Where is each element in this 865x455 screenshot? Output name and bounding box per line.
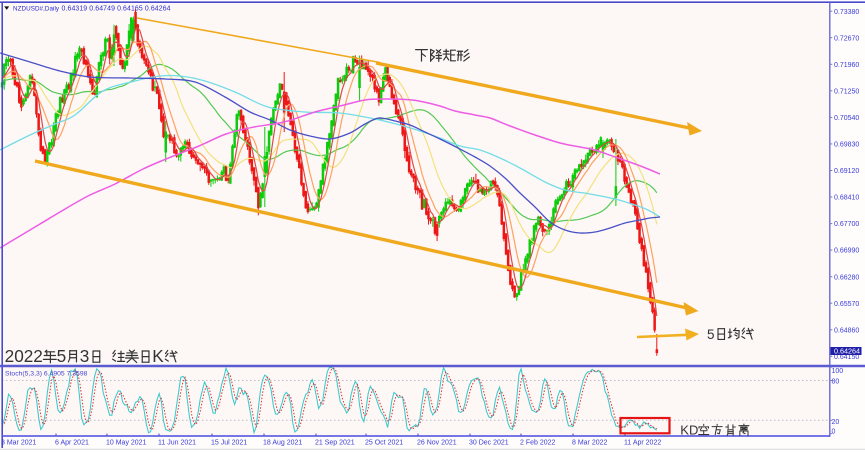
svg-text:5: 5: [57, 346, 67, 366]
svg-text:100: 100: [832, 368, 844, 375]
svg-text:0.73380: 0.73380: [834, 9, 859, 16]
svg-text:11 Jun 2021: 11 Jun 2021: [158, 440, 196, 447]
svg-text:2 Feb 2022: 2 Feb 2022: [520, 440, 556, 447]
svg-text:0.64150: 0.64150: [834, 354, 859, 361]
svg-text:0.69120: 0.69120: [834, 168, 859, 175]
svg-text:8 Mar 2022: 8 Mar 2022: [572, 440, 608, 447]
svg-text:0.72670: 0.72670: [834, 35, 859, 42]
svg-text:Stoch(5,3,3) 6.4905 7.3598: Stoch(5,3,3) 6.4905 7.3598: [5, 370, 88, 377]
svg-text:0: 0: [832, 428, 836, 435]
svg-text:D: D: [689, 423, 698, 438]
svg-text:0.65570: 0.65570: [834, 301, 859, 308]
svg-text:20: 20: [832, 419, 840, 426]
svg-text:0: 0: [14, 346, 24, 366]
svg-text:15 Jul 2021: 15 Jul 2021: [211, 440, 247, 447]
svg-text:21 Sep 2021: 21 Sep 2021: [315, 440, 355, 447]
svg-text:3: 3: [80, 346, 90, 366]
svg-text:5: 5: [707, 327, 715, 342]
svg-text:25 Oct 2021: 25 Oct 2021: [365, 440, 403, 447]
svg-text:26 Nov 2021: 26 Nov 2021: [417, 440, 457, 447]
svg-text:0.64264: 0.64264: [834, 347, 860, 356]
svg-text:80: 80: [832, 378, 840, 385]
svg-text:0.64860: 0.64860: [834, 327, 859, 334]
svg-text:0.66280: 0.66280: [834, 274, 859, 281]
svg-text:0.69830: 0.69830: [834, 142, 859, 149]
svg-text:2: 2: [33, 346, 43, 366]
svg-text:18 Aug 2021: 18 Aug 2021: [263, 440, 302, 447]
svg-text:10 May 2021: 10 May 2021: [106, 440, 147, 447]
svg-text:2: 2: [24, 346, 34, 366]
svg-text:K: K: [152, 346, 164, 366]
svg-text:0.71960: 0.71960: [834, 62, 859, 69]
svg-text:2: 2: [5, 346, 15, 366]
svg-text:K: K: [680, 423, 689, 438]
svg-text:0.68410: 0.68410: [834, 195, 859, 202]
svg-text:3 Mar 2021: 3 Mar 2021: [1, 440, 37, 447]
svg-text:0.64319 0.64749 0.64165 0.6426: 0.64319 0.64749 0.64165 0.64264: [62, 5, 171, 12]
svg-text:11 Apr 2022: 11 Apr 2022: [624, 440, 661, 447]
svg-text:30 Dec 2021: 30 Dec 2021: [469, 440, 509, 447]
svg-text:NZDUSD#,Daily: NZDUSD#,Daily: [13, 5, 60, 12]
svg-text:0.71250: 0.71250: [834, 88, 859, 95]
svg-text:0.66990: 0.66990: [834, 248, 859, 255]
svg-text:0.70540: 0.70540: [834, 115, 859, 122]
svg-text:0.67700: 0.67700: [834, 221, 859, 228]
svg-text:6 Apr 2021: 6 Apr 2021: [55, 440, 89, 447]
